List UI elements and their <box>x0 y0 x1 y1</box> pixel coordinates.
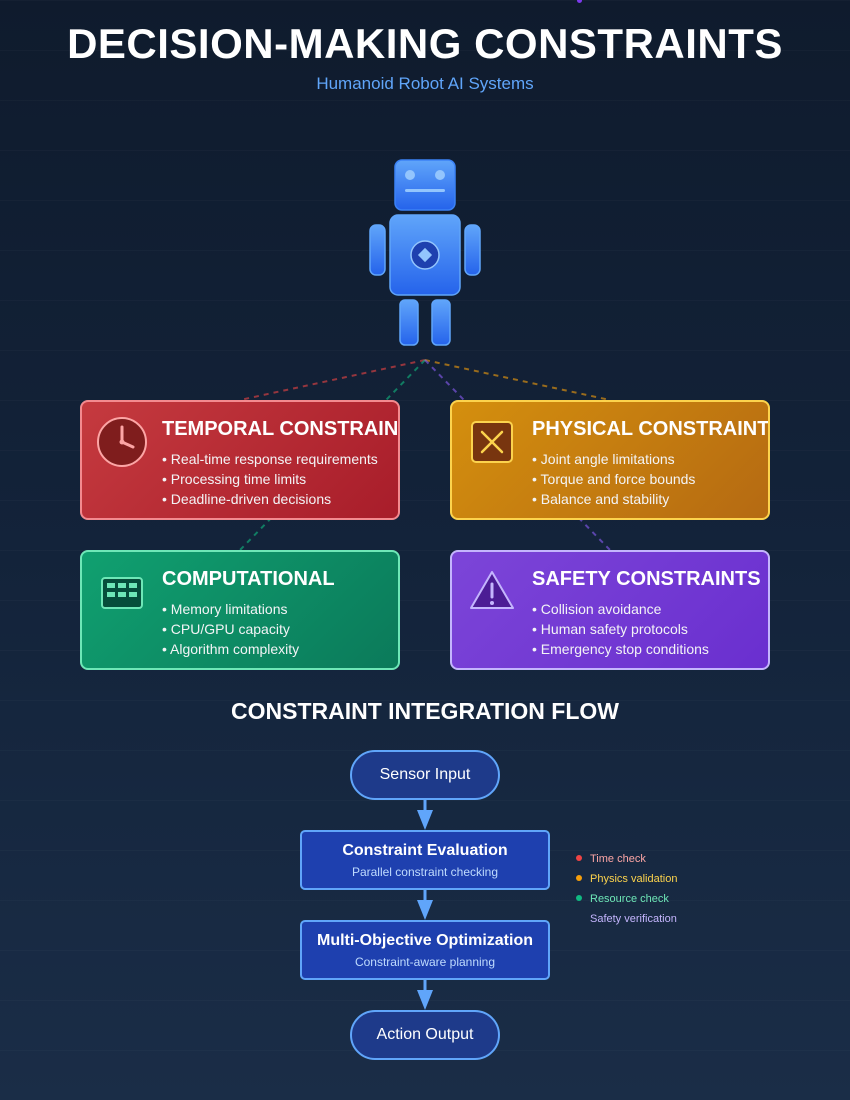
legend-dot-icon <box>576 895 582 901</box>
connector-physical <box>424 359 611 401</box>
temporal-card-list: Real-time response requirements Processi… <box>162 449 378 509</box>
flow-arrowhead-2 <box>417 900 433 920</box>
legend-label: Time check <box>590 853 646 865</box>
safety-card-list: Collision avoidance Human safety protoco… <box>532 599 709 659</box>
flow-arrowhead-3 <box>417 990 433 1010</box>
robot-arm-right <box>464 224 481 276</box>
temporal-constraints-card: TEMPORAL CONSTRAINTS Real-time response … <box>80 400 400 520</box>
list-item: Human safety protocols <box>532 619 709 639</box>
optimization-subtitle: Constraint-aware planning <box>354 955 496 969</box>
list-item: Torque and force bounds <box>532 469 696 489</box>
legend-dot-icon <box>576 915 582 921</box>
physical-card-title: PHYSICAL CONSTRAINTS <box>532 418 770 440</box>
list-item: Emergency stop conditions <box>532 639 709 659</box>
legend-dot-icon <box>576 855 582 861</box>
page-subtitle: Humanoid Robot AI Systems <box>316 74 534 93</box>
legend-label: Safety verification <box>590 913 677 925</box>
list-item: Joint angle limitations <box>532 449 695 469</box>
list-item: Processing time limits <box>162 469 378 489</box>
safety-card-title: SAFETY CONSTRAINTS <box>532 568 761 590</box>
list-item: CPU/GPU capacity <box>162 619 299 639</box>
robot-leg-right <box>431 299 451 346</box>
top-accent-dot <box>577 0 582 3</box>
warning-icon <box>470 571 514 609</box>
temporal-card-title: TEMPORAL CONSTRAINTS <box>162 418 400 440</box>
list-item: Memory limitations <box>162 599 299 619</box>
legend-label: Resource check <box>590 893 669 905</box>
robot-illustration <box>369 159 481 346</box>
constraint-check-legend: Time check Physics validation Resource c… <box>576 852 677 932</box>
connector-temporal <box>239 359 426 401</box>
list-item: Collision avoidance <box>532 599 709 619</box>
legend-item-time: Time check <box>576 852 677 872</box>
legend-item-safety: Safety verification <box>576 912 677 932</box>
computational-card-title: COMPUTATIONAL <box>162 568 335 590</box>
list-item: Algorithm complexity <box>162 639 299 659</box>
robot-core-diamond <box>417 247 433 263</box>
evaluation-title: Constraint Evaluation <box>342 842 508 859</box>
action-output-node: Action Output <box>350 1010 500 1060</box>
robot-arm-left <box>369 224 386 276</box>
flow-heading: CONSTRAINT INTEGRATION FLOW <box>231 698 619 724</box>
joint-cross-icon <box>471 421 513 463</box>
robot-eye-left <box>405 170 415 180</box>
list-item: Real-time response requirements <box>162 449 378 469</box>
evaluation-subtitle: Parallel constraint checking <box>351 865 499 879</box>
clock-icon <box>97 417 147 467</box>
computational-card-list: Memory limitations CPU/GPU capacity Algo… <box>162 599 299 659</box>
legend-label: Physics validation <box>590 873 678 885</box>
legend-item-physics: Physics validation <box>576 872 677 892</box>
constraint-evaluation-node: Constraint Evaluation Parallel constrain… <box>300 830 550 890</box>
robot-leg-left <box>399 299 419 346</box>
list-item: Deadline-driven decisions <box>162 489 378 509</box>
robot-eye-right <box>435 170 445 180</box>
robot-mouth <box>405 189 445 192</box>
legend-dot-icon <box>576 875 582 881</box>
optimization-title: Multi-Objective Optimization <box>316 932 533 949</box>
safety-constraints-card: SAFETY CONSTRAINTS Collision avoidance H… <box>450 550 770 670</box>
page-title: DECISION-MAKING CONSTRAINTS <box>67 20 783 67</box>
list-item: Balance and stability <box>532 489 695 509</box>
flow-arrowhead-1 <box>417 810 433 830</box>
physical-constraints-card: PHYSICAL CONSTRAINTS Joint angle limitat… <box>450 400 770 520</box>
computational-constraints-card: COMPUTATIONAL Memory limitations CPU/GPU… <box>80 550 400 670</box>
legend-item-resource: Resource check <box>576 892 677 912</box>
memory-chip-icon <box>101 577 143 609</box>
physical-card-list: Joint angle limitations Torque and force… <box>532 449 696 509</box>
sensor-input-node: Sensor Input <box>350 750 500 800</box>
optimization-node: Multi-Objective Optimization Constraint-… <box>300 920 550 980</box>
